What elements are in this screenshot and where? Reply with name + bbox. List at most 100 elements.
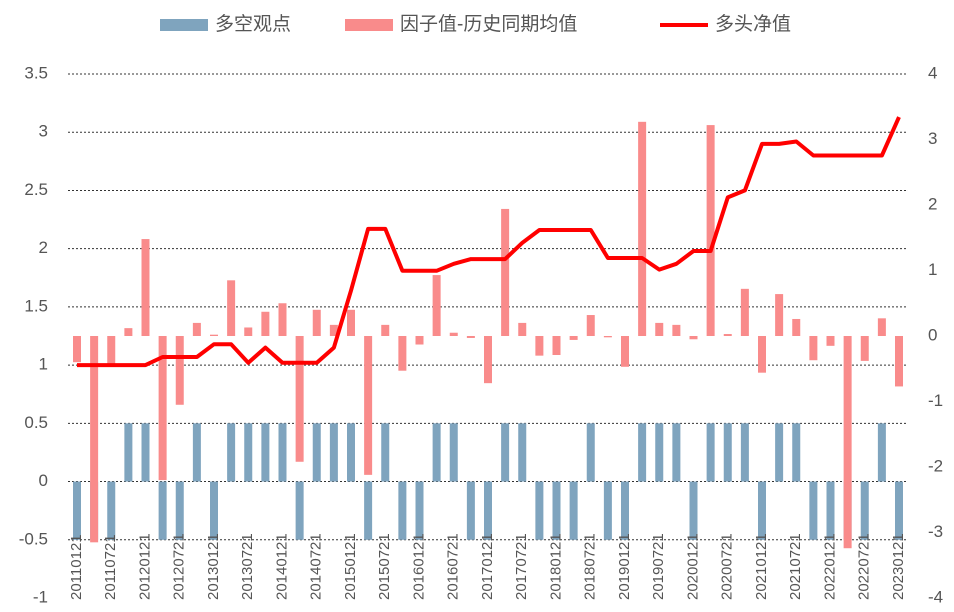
bar [621, 336, 629, 367]
bar [826, 481, 835, 540]
bar [210, 334, 218, 336]
y-tick-label: 3.5 [24, 63, 48, 82]
bar [826, 336, 835, 346]
y-tick-label: 0 [39, 471, 48, 490]
bar [552, 481, 561, 540]
bar [535, 336, 544, 356]
bar [312, 309, 321, 336]
bar [569, 336, 578, 340]
bar [723, 334, 732, 336]
y2-tick-label: 1 [928, 260, 937, 279]
bar [792, 318, 801, 336]
y2-tick-label: 4 [928, 63, 937, 82]
x-tick-label: 20140121 [273, 533, 290, 600]
bar [569, 481, 578, 540]
legend-label: 因子值-历史同期均值 [400, 13, 577, 35]
bar [672, 324, 681, 336]
bar [466, 336, 475, 338]
bar [466, 481, 475, 540]
x-tick-label: 20220721 [856, 533, 873, 600]
x-tick-label: 20200121 [684, 533, 701, 600]
bar [261, 423, 270, 482]
bar [689, 336, 698, 340]
bar [278, 423, 287, 482]
x-tick-label: 20220121 [821, 533, 838, 600]
bar [552, 336, 561, 355]
bar [792, 423, 801, 482]
bar [107, 336, 116, 366]
bar [449, 423, 458, 482]
y-tick-label: 1 [39, 355, 48, 374]
bar [484, 336, 492, 384]
x-tick-label: 20130121 [205, 533, 222, 600]
bar [107, 481, 116, 540]
legend-label: 多头净值 [715, 13, 791, 35]
bar [638, 121, 647, 336]
bar [227, 280, 236, 336]
x-tick-label: 20170721 [513, 533, 530, 600]
bar [449, 332, 458, 336]
bar [518, 423, 527, 482]
y2-tick-label: 0 [928, 325, 937, 344]
bar [364, 336, 373, 475]
y2-tick-label: 3 [928, 129, 937, 148]
x-tick-label: 20200721 [719, 533, 736, 600]
x-tick-label: 20110121 [68, 534, 85, 600]
y-tick-label: 0.5 [24, 413, 48, 432]
x-tick-label: 20180121 [547, 533, 564, 600]
bar [432, 423, 441, 482]
bar [843, 336, 852, 549]
bar [141, 239, 150, 336]
bar [758, 481, 766, 540]
x-tick-label: 20150121 [342, 533, 359, 600]
y2-tick-label: -3 [928, 522, 943, 541]
bar [192, 322, 201, 336]
bar [415, 336, 424, 345]
bar [381, 324, 390, 336]
bar [124, 328, 133, 336]
bar [706, 125, 715, 336]
bar [227, 423, 236, 482]
bar [73, 481, 81, 540]
bar [775, 294, 784, 336]
y2-tick-label: -4 [928, 587, 943, 606]
bar [192, 423, 201, 482]
bar [603, 481, 612, 540]
bar [809, 336, 818, 361]
bar [347, 309, 355, 336]
bar [244, 423, 253, 482]
bar [501, 423, 510, 482]
bar [398, 481, 407, 540]
legend-label: 多空观点 [215, 13, 291, 35]
bar [689, 481, 698, 540]
bar [364, 481, 373, 540]
bar [758, 336, 766, 373]
bar [603, 336, 612, 338]
bar [398, 336, 407, 371]
bar [877, 423, 886, 482]
bar [432, 275, 441, 336]
bar [175, 336, 184, 405]
bar [295, 336, 304, 462]
bar [141, 423, 150, 482]
bar [158, 481, 167, 540]
y2-tick-label: -2 [928, 456, 943, 475]
bar [312, 423, 321, 482]
bar [860, 336, 869, 361]
x-tick-label: 20190121 [616, 533, 633, 600]
bar [90, 336, 99, 543]
bar [347, 423, 355, 482]
y-tick-label: -1 [33, 587, 48, 606]
bar [586, 315, 595, 336]
bar [723, 423, 732, 482]
y-tick-label: 3 [39, 122, 48, 141]
bar [877, 318, 886, 336]
x-tick-label: 20180721 [582, 533, 599, 600]
legend-swatch [345, 19, 393, 31]
y2-tick-label: -1 [928, 391, 943, 410]
bar [295, 481, 304, 540]
bar [484, 481, 492, 540]
bar [740, 288, 749, 336]
bar [518, 322, 527, 336]
